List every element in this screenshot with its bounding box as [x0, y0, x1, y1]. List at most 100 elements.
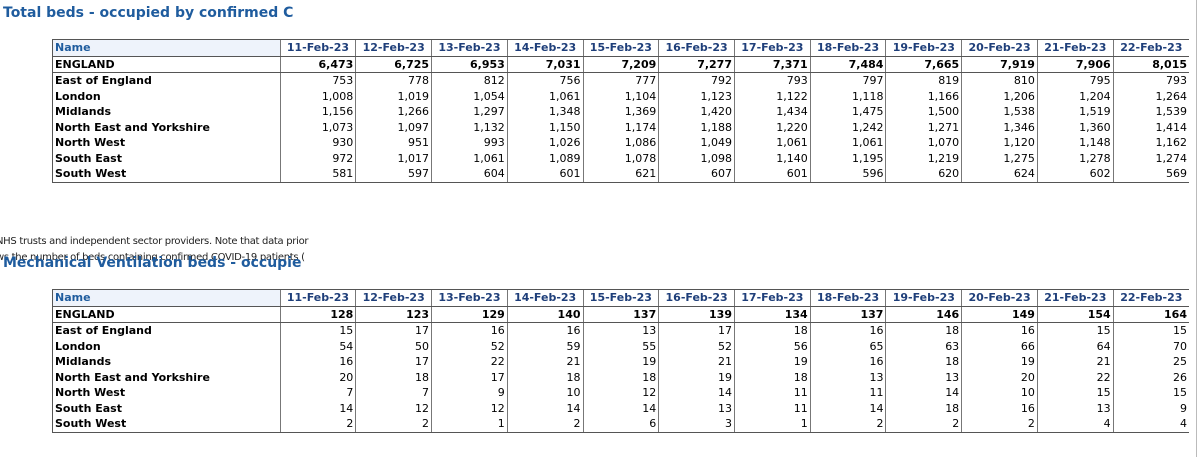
data-row: South West 581 597 604 601 621 607 601 596 620 624… [52, 166, 1189, 183]
cell: 1,360 [1036, 119, 1114, 135]
cell: 11 [733, 400, 811, 416]
data-row: Midlands 1,156 1,266 1,297 1,348 1,369 1,420 1,… [52, 104, 1189, 120]
cell: 15 [1036, 385, 1114, 401]
cell: 581 [279, 166, 356, 183]
row-label: North West [52, 135, 281, 151]
data-row: South East 14 12 12 14 14 13 11 14 18 16 13 9 [52, 400, 1189, 416]
sheet-edge [1196, 0, 1197, 457]
cell: 18 [885, 400, 962, 416]
cell: 15 [1112, 322, 1189, 339]
cell: 951 [355, 135, 432, 151]
cell: 7,031 [506, 56, 584, 73]
cell: 1,188 [658, 119, 735, 135]
cell: 597 [355, 166, 432, 183]
header-cell: 16-Feb-23 [658, 289, 735, 307]
cell: 1,266 [355, 104, 432, 120]
cell: 1,049 [658, 135, 735, 151]
row-label: South East [52, 400, 281, 416]
cell: 20 [279, 369, 356, 385]
cell: 17 [355, 354, 432, 370]
cell: 13 [885, 369, 962, 385]
cell: 15 [1112, 385, 1189, 401]
cell: 620 [885, 166, 962, 183]
cell: 1,122 [733, 88, 811, 104]
data-row: ENGLAND 6,473 6,725 6,953 7,031 7,209 7,277 7,3… [52, 56, 1189, 73]
cell: 1,156 [279, 104, 356, 120]
cell: 14 [582, 400, 659, 416]
cell: 1 [431, 416, 508, 433]
cell: 1,061 [809, 135, 886, 151]
cell: 1,278 [1036, 150, 1114, 166]
cell: 9 [1112, 400, 1189, 416]
cell: 1,271 [885, 119, 962, 135]
cell: 1,078 [582, 150, 659, 166]
cell: 11 [809, 385, 886, 401]
data-table: Name 11-Feb-23 12-Feb-23 13-Feb-23 14-Feb-23… [52, 289, 1189, 433]
cell: 1,097 [355, 119, 432, 135]
cell: 17 [658, 322, 735, 339]
cell: 569 [1112, 166, 1189, 183]
cell: 1,061 [506, 88, 584, 104]
cell: 793 [1112, 72, 1189, 89]
cell: 21 [506, 354, 584, 370]
cell: 19 [733, 354, 811, 370]
cell: 52 [431, 338, 508, 354]
data-row: North East and Yorkshire 1,073 1,097 1,132 1… [52, 119, 1189, 135]
cell: 1,264 [1112, 88, 1189, 104]
cell: 1,519 [1036, 104, 1114, 120]
data-row: North West 7 7 9 10 12 14 11 11 14 10 15 15 [52, 385, 1189, 401]
cell: 7,209 [582, 56, 659, 73]
cell: 1,500 [885, 104, 962, 120]
header-cell: 11-Feb-23 [279, 39, 356, 57]
cell: 1,297 [431, 104, 508, 120]
cell: 22 [1036, 369, 1114, 385]
cell: 795 [1036, 72, 1114, 89]
cell: 18 [733, 369, 811, 385]
cell: 1,148 [1036, 135, 1114, 151]
note: NHS trusts and independent sector provid… [0, 236, 309, 247]
cell: 13 [582, 322, 659, 339]
cell: 601 [733, 166, 811, 183]
cell: 1,086 [582, 135, 659, 151]
header-cell: 17-Feb-23 [733, 39, 811, 57]
data-row: North East and Yorkshire 20 18 17 18 18 19 18 13… [52, 369, 1189, 385]
cell: 13 [1036, 400, 1114, 416]
header-cell: 22-Feb-23 [1112, 289, 1189, 307]
data-row: South West 2 2 1 2 6 3 1 2 2 2 4 4 [52, 416, 1189, 433]
cell: 1,219 [885, 150, 962, 166]
cell: 1,434 [733, 104, 811, 120]
cell: 1,420 [658, 104, 735, 120]
row-label: Midlands [52, 354, 281, 370]
cell: 64 [1036, 338, 1114, 354]
section-title: Total beds - occupied by confirmed C [3, 5, 294, 21]
cell: 149 [961, 306, 1038, 323]
cell: 52 [658, 338, 735, 354]
cell: 7,484 [809, 56, 886, 73]
cell: 18 [355, 369, 432, 385]
cell: 1,089 [506, 150, 584, 166]
cell: 1,017 [355, 150, 432, 166]
cell: 930 [279, 135, 356, 151]
cell: 601 [506, 166, 584, 183]
cell: 812 [431, 72, 508, 89]
cell: 25 [1112, 354, 1189, 370]
cell: 8,015 [1112, 56, 1189, 73]
cell: 1,061 [431, 150, 508, 166]
cell: 1,008 [279, 88, 356, 104]
cell: 16 [431, 322, 508, 339]
row-label: North West [52, 385, 281, 401]
row-label: South West [52, 166, 281, 183]
cell: 14 [885, 385, 962, 401]
cell: 1,274 [1112, 150, 1189, 166]
data-row: Midlands 16 17 22 21 19 21 19 16 18 19 21 25 [52, 354, 1189, 370]
cell: 18 [885, 322, 962, 339]
cell: 14 [658, 385, 735, 401]
cell: 16 [279, 354, 356, 370]
data-row: South East 972 1,017 1,061 1,089 1,078 1,098 1,… [52, 150, 1189, 166]
data-row: North West 930 951 993 1,026 1,086 1,049 1,061 1… [52, 135, 1189, 151]
cell: 7 [279, 385, 356, 401]
header-cell: 18-Feb-23 [809, 289, 886, 307]
table: Name 11-Feb-23 12-Feb-23 13-Feb-23 14-Feb-23… [52, 289, 1189, 433]
cell: 1,220 [733, 119, 811, 135]
